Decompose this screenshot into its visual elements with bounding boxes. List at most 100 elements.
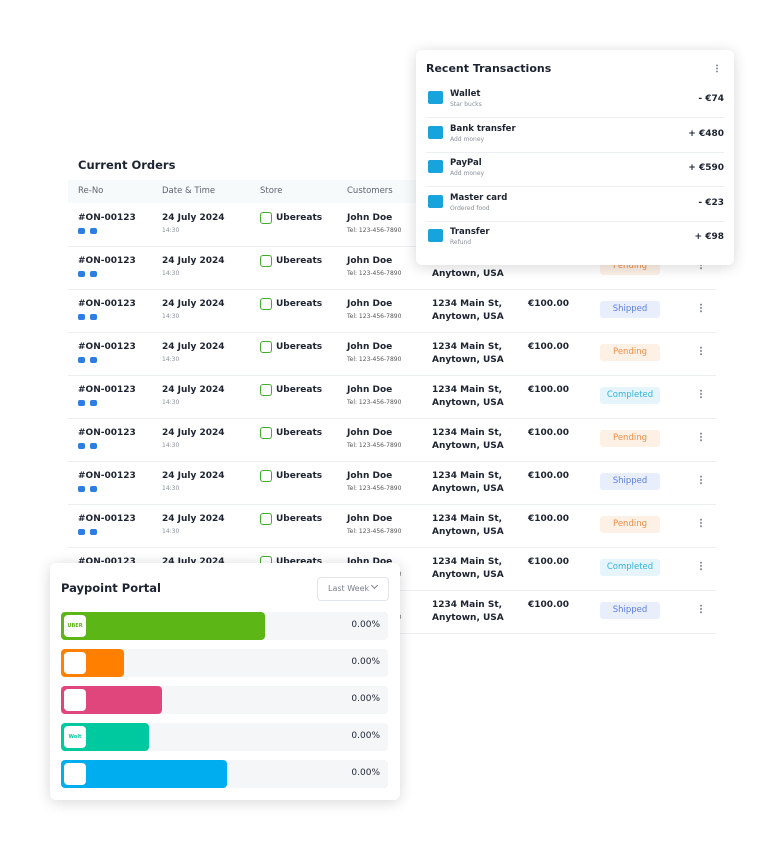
transactions-card: Recent Transactions Wallet Star bucks - €7…: [416, 50, 734, 265]
amount: €100.00: [528, 428, 569, 438]
icon: [78, 314, 85, 320]
store-name: Ubereats: [276, 428, 323, 438]
row-menu[interactable]: [700, 303, 702, 313]
paypoint-card: Paypoint Portal Last Week UBER Eats 0.00%…: [50, 563, 400, 800]
portal-row: 0.00%: [61, 649, 388, 677]
order-time: 14:30: [162, 442, 180, 449]
transaction-amount: + €98: [694, 232, 724, 243]
address-line: 1234 Main St,: [432, 557, 503, 567]
range-dropdown[interactable]: Last Week: [317, 577, 389, 601]
row-menu[interactable]: [700, 561, 702, 571]
transaction-note: Add money: [450, 135, 485, 143]
amount: €100.00: [528, 471, 569, 481]
order-row: #ON-00123 24 July 2024 14:30 Ubereats John D…: [68, 332, 716, 376]
icon: [90, 400, 97, 406]
order-row: #ON-00123 24 July 2024 14:30 Ubereats John D…: [68, 461, 716, 505]
address-line: Anytown, USA: [432, 398, 504, 408]
portal-logo: [64, 763, 86, 785]
status-badge: Pending: [600, 430, 660, 447]
store-icon: [260, 513, 272, 525]
transaction-item: Master card Ordered food - €23: [426, 187, 724, 222]
customer-name: John Doe: [347, 385, 393, 395]
customer-tel: Tel: 123-456-7890: [347, 313, 402, 320]
row-menu[interactable]: [700, 260, 702, 270]
transaction-note: Star bucks: [450, 101, 482, 108]
order-id: #ON-00123: [78, 342, 136, 352]
order-date: 24 July 2024: [162, 299, 225, 309]
more-button[interactable]: [716, 64, 718, 73]
store-icon: [260, 384, 272, 396]
portal-logo: [64, 652, 86, 674]
icon: [78, 271, 85, 277]
icon: [78, 529, 85, 535]
customer-tel: Tel: 123-456-7890: [347, 227, 402, 234]
store-name: Ubereats: [276, 213, 323, 223]
payment-icon: [428, 229, 443, 243]
icon: [90, 529, 97, 535]
order-time: 14:30: [162, 356, 180, 363]
address-line: Anytown, USA: [432, 355, 504, 365]
portal-value: 0.00%: [351, 768, 380, 778]
paypoint-title: Paypoint Portal: [61, 581, 161, 595]
transaction-name: Transfer: [450, 227, 490, 238]
order-date: 24 July 2024: [162, 256, 225, 266]
transaction-amount: + €480: [688, 128, 724, 139]
address-line: 1234 Main St,: [432, 342, 503, 352]
order-time: 14:30: [162, 313, 180, 320]
transaction-item: PayPal Add money + €590: [426, 152, 724, 188]
portal-bar: [61, 686, 162, 714]
icon: [78, 486, 85, 492]
row-menu[interactable]: [700, 346, 702, 356]
status-badge: Pending: [600, 344, 660, 361]
order-time: 14:30: [162, 270, 180, 277]
transaction-note: Refund: [450, 239, 472, 247]
status-badge: Pending: [600, 516, 660, 533]
order-date: 24 July 2024: [162, 428, 225, 438]
store-name: Ubereats: [276, 385, 323, 395]
portal-logo: [64, 689, 86, 711]
address-line: 1234 Main St,: [432, 299, 503, 309]
order-time: 14:30: [162, 528, 180, 535]
row-menu[interactable]: [700, 432, 702, 442]
transaction-item: Transfer Refund + €98: [426, 221, 724, 255]
portal-row: UBER Eats 0.00%: [61, 612, 388, 640]
order-date: 24 July 2024: [162, 213, 225, 223]
row-menu[interactable]: [700, 475, 702, 485]
column-header: Date & Time: [162, 186, 216, 196]
transaction-item: Bank transfer Add money + €480: [426, 118, 724, 153]
customer-tel: Tel: 123-456-7890: [347, 356, 402, 363]
portal-bar: Wolt: [61, 723, 149, 751]
customer-name: John Doe: [347, 471, 393, 481]
portal-row: Wolt 0.00%: [61, 723, 388, 751]
amount: €100.00: [528, 342, 569, 352]
row-menu[interactable]: [700, 604, 702, 614]
portal-value: 0.00%: [351, 620, 380, 630]
store-icon: [260, 298, 272, 310]
store-name: Ubereats: [276, 557, 323, 567]
order-id: #ON-00123: [78, 256, 136, 266]
order-id: #ON-00123: [78, 514, 136, 524]
address-line: Anytown, USA: [432, 527, 504, 537]
order-id: #ON-00123: [78, 428, 136, 438]
transaction-name: PayPal: [450, 158, 482, 169]
portal-bar: [61, 760, 227, 788]
icon: [78, 443, 85, 449]
address-line: 1234 Main St,: [432, 428, 503, 438]
store-icon: [260, 212, 272, 224]
transaction-name: Wallet: [450, 89, 481, 99]
range-label: Last Week: [328, 584, 370, 593]
column-header: Re-No: [78, 186, 104, 196]
row-menu[interactable]: [700, 518, 702, 528]
amount: €100.00: [528, 299, 569, 309]
row-menu[interactable]: [700, 389, 702, 399]
customer-tel: Tel: 123-456-7890: [347, 485, 402, 492]
order-date: 24 July 2024: [162, 342, 225, 352]
address-line: Anytown, USA: [432, 312, 504, 322]
transaction-name: Master card: [450, 192, 508, 203]
transactions-title: Recent Transactions: [426, 62, 552, 75]
store-name: Ubereats: [276, 342, 323, 352]
payment-icon: [428, 91, 443, 104]
icon: [90, 443, 97, 449]
customer-name: John Doe: [347, 342, 393, 352]
portal-logo: UBER Eats: [64, 615, 86, 637]
